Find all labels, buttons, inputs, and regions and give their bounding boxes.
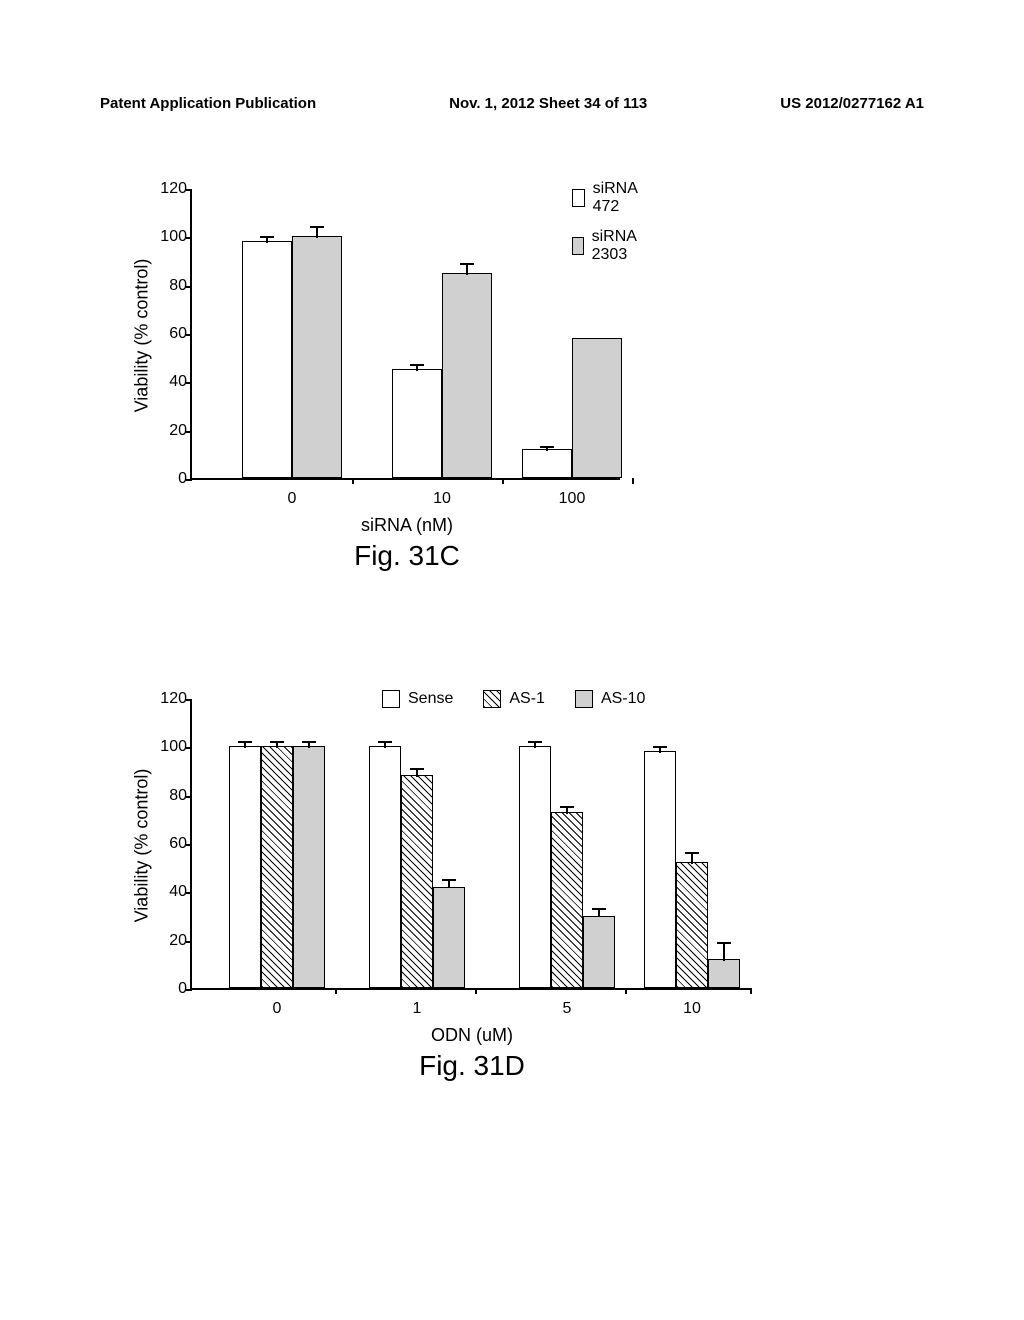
chart-31c: Viability (% control)0204060801001200101…: [190, 190, 620, 480]
y-axis-label: Viability (% control): [132, 746, 153, 946]
y-tick-label: 20: [152, 422, 187, 440]
legend-item: siRNA 2303: [572, 228, 642, 264]
y-tick-label: 40: [152, 883, 187, 901]
bar: [242, 241, 292, 478]
bar: [293, 746, 325, 988]
bar: [551, 812, 583, 988]
legend-label: siRNA 2303: [592, 228, 643, 264]
y-tick-label: 120: [152, 690, 187, 708]
y-tick-label: 40: [152, 373, 187, 391]
x-tick-label: 1: [413, 1000, 422, 1018]
bar: [369, 746, 401, 988]
x-tick-label: 5: [563, 1000, 572, 1018]
legend: Sense AS-1 AS-10: [382, 690, 645, 720]
x-axis-label: siRNA (nM): [361, 515, 453, 536]
bar: [442, 273, 492, 478]
y-tick-label: 120: [152, 180, 187, 198]
y-tick-label: 100: [152, 228, 187, 246]
bar: [229, 746, 261, 988]
bar: [522, 449, 572, 478]
y-tick-label: 60: [152, 835, 187, 853]
y-axis-label: Viability (% control): [132, 236, 153, 436]
legend: siRNA 472 siRNA 2303: [572, 180, 642, 276]
bar: [519, 746, 551, 988]
legend-swatch: [575, 690, 593, 708]
legend-label: AS-1: [509, 690, 545, 708]
x-tick-label: 0: [273, 1000, 282, 1018]
x-axis-label: ODN (uM): [431, 1025, 513, 1046]
page-header: Patent Application Publication Nov. 1, 2…: [100, 95, 924, 112]
bar: [401, 775, 433, 988]
legend-swatch: [382, 690, 400, 708]
y-tick-label: 20: [152, 932, 187, 950]
plot-area: Viability (% control)0204060801001200101…: [190, 190, 620, 480]
legend-item: siRNA 472: [572, 180, 642, 216]
bar: [708, 959, 740, 988]
x-tick-label: 10: [683, 1000, 701, 1018]
x-tick-label: 100: [559, 490, 586, 508]
legend-label: Sense: [408, 690, 453, 708]
y-tick-label: 60: [152, 325, 187, 343]
header-left: Patent Application Publication: [100, 95, 316, 112]
bar: [583, 916, 615, 989]
bar: [644, 751, 676, 988]
header-center: Nov. 1, 2012 Sheet 34 of 113: [449, 95, 647, 112]
bar: [572, 338, 622, 478]
y-tick-label: 0: [152, 470, 187, 488]
legend-swatch: [483, 690, 501, 708]
y-tick-label: 80: [152, 277, 187, 295]
legend-swatch: [572, 237, 584, 255]
y-tick-label: 100: [152, 738, 187, 756]
plot-area: Viability (% control)0204060801001200151…: [190, 700, 750, 990]
chart-31d: Viability (% control)0204060801001200151…: [190, 700, 750, 990]
y-tick-label: 0: [152, 980, 187, 998]
bar: [292, 236, 342, 478]
legend-label: AS-10: [601, 690, 645, 708]
bar: [392, 369, 442, 478]
bar: [261, 746, 293, 988]
legend-swatch: [572, 189, 585, 207]
legend-item: AS-10: [575, 690, 645, 708]
legend-item: AS-1: [483, 690, 545, 708]
bar: [676, 862, 708, 988]
figure-label: Fig. 31D: [419, 1050, 525, 1082]
x-tick-label: 0: [288, 490, 297, 508]
header-right: US 2012/0277162 A1: [780, 95, 924, 112]
y-tick-label: 80: [152, 787, 187, 805]
figure-label: Fig. 31C: [354, 540, 460, 572]
x-tick-label: 10: [433, 490, 451, 508]
bar: [433, 887, 465, 989]
legend-item: Sense: [382, 690, 453, 708]
legend-label: siRNA 472: [593, 180, 643, 216]
